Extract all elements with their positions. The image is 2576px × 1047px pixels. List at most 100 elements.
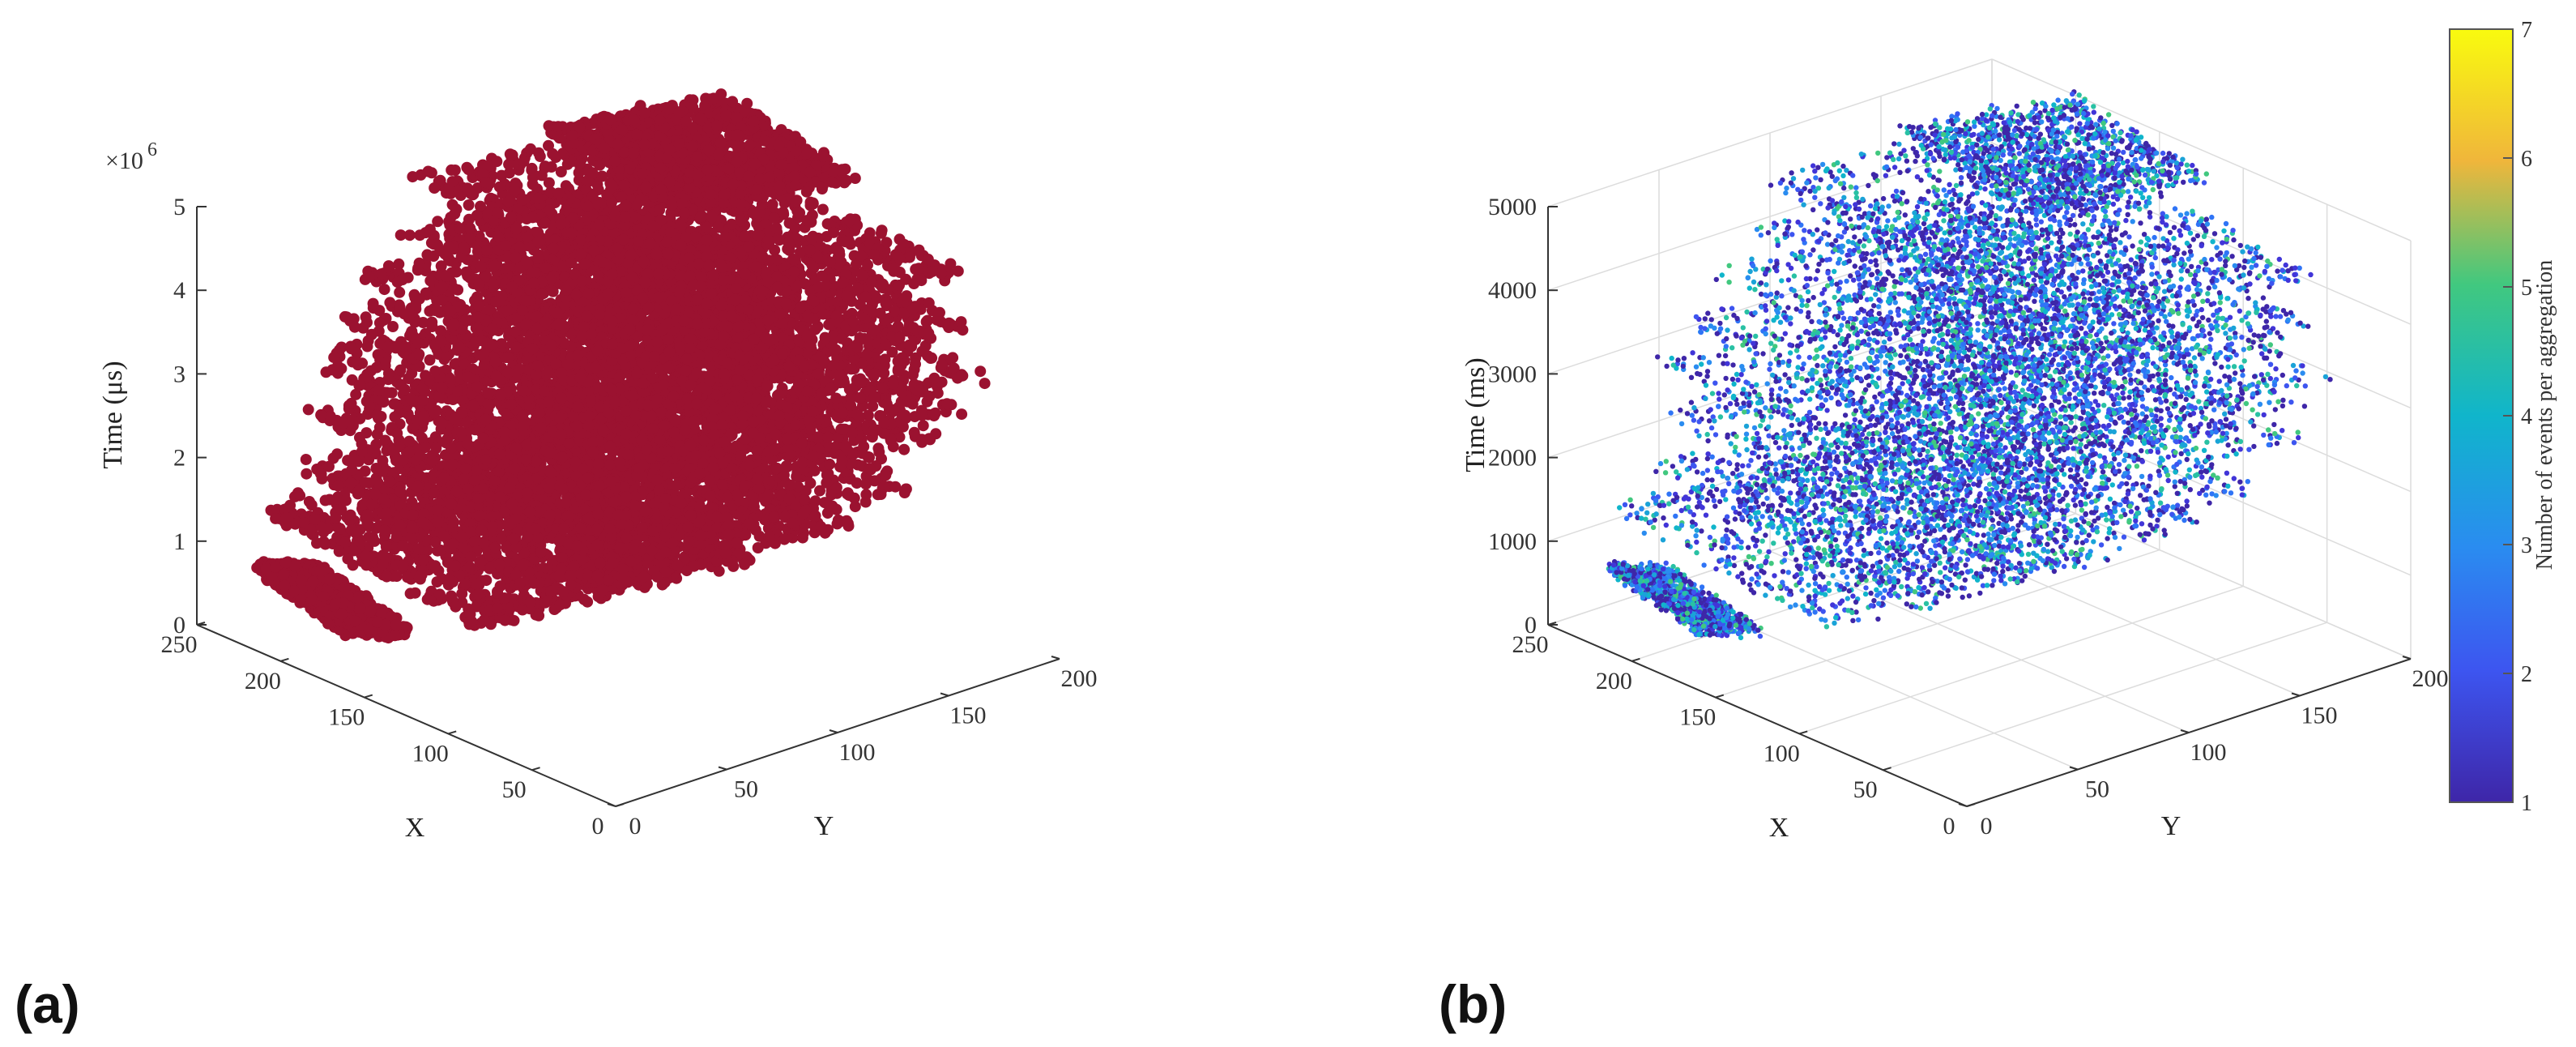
event-point [346, 464, 358, 476]
event-point [279, 557, 292, 569]
event-point [307, 575, 319, 588]
event-point [814, 485, 825, 497]
event-point [508, 533, 520, 545]
event-point [636, 522, 648, 533]
event-point [554, 599, 566, 611]
event-point [538, 562, 550, 574]
event-point [344, 509, 356, 521]
event-point [594, 558, 606, 569]
event-point [462, 483, 474, 495]
event-point [432, 504, 444, 516]
event-point [762, 489, 774, 502]
event-point [476, 524, 488, 536]
event-point [521, 487, 533, 499]
event-point [403, 447, 415, 459]
event-point [493, 491, 505, 502]
event-point [872, 442, 885, 455]
event-point [294, 489, 306, 502]
event-point [397, 540, 409, 552]
event-point [477, 432, 489, 444]
event-point [318, 591, 330, 602]
event-point [498, 592, 510, 604]
event-point [270, 512, 282, 524]
event-point [378, 524, 390, 536]
event-point [480, 575, 493, 587]
event-point [391, 427, 403, 439]
event-point [342, 553, 354, 565]
event-point [450, 600, 462, 613]
event-point [889, 481, 902, 493]
event-point [616, 563, 629, 575]
event-point [472, 588, 484, 600]
event-point [723, 528, 735, 541]
event-point [783, 493, 795, 505]
event-point [682, 521, 694, 533]
event-point [621, 532, 633, 544]
event-point [300, 454, 312, 465]
event-point [524, 596, 536, 608]
event-point [752, 542, 764, 553]
event-point [753, 530, 766, 542]
event-point [711, 511, 723, 524]
event-point [597, 584, 609, 596]
event-point [530, 524, 542, 536]
event-point [338, 597, 350, 609]
event-point [397, 559, 409, 571]
event-point [361, 509, 373, 521]
event-point [628, 543, 640, 555]
event-point [443, 574, 455, 586]
event-point [352, 592, 364, 604]
event-point [377, 455, 389, 467]
event-point [473, 510, 485, 522]
event-point [356, 438, 368, 450]
event-point [495, 532, 507, 545]
event-point [504, 481, 516, 494]
event-point [279, 579, 291, 592]
event-point [575, 522, 587, 534]
event-point [446, 498, 458, 510]
event-point [315, 468, 327, 480]
event-point [494, 580, 506, 592]
event-point [360, 559, 373, 571]
event-point [438, 472, 450, 484]
event-point [386, 445, 399, 457]
event-point [492, 602, 504, 614]
event-point [459, 463, 471, 475]
event-point [345, 524, 357, 536]
event-point [295, 575, 307, 587]
event-point [298, 517, 310, 529]
event-point [430, 442, 442, 455]
event-point [880, 469, 892, 481]
event-point [603, 523, 616, 535]
event-point [333, 545, 345, 558]
event-point [314, 565, 326, 577]
event-point [535, 546, 547, 558]
event-point [621, 576, 633, 588]
event-point [429, 536, 441, 549]
event-point [784, 479, 796, 491]
event-point [688, 560, 700, 572]
event-point [694, 501, 706, 513]
event-point [763, 531, 775, 542]
event-point [417, 554, 429, 566]
event-point [603, 574, 614, 586]
event-point [305, 499, 318, 511]
event-point [731, 537, 743, 549]
event-point [555, 562, 567, 575]
event-point [464, 561, 476, 573]
event-point [796, 456, 808, 468]
event-point [797, 507, 809, 519]
event-sheet [251, 556, 413, 644]
event-point [591, 524, 603, 536]
event-point [269, 561, 281, 573]
event-point [371, 429, 383, 440]
event-point [717, 479, 728, 490]
event-point [514, 577, 527, 589]
event-point [360, 427, 373, 439]
event-point [625, 555, 638, 567]
event-point [371, 409, 383, 421]
event-point [614, 542, 625, 554]
event-point [591, 539, 603, 551]
event-point [465, 551, 477, 563]
